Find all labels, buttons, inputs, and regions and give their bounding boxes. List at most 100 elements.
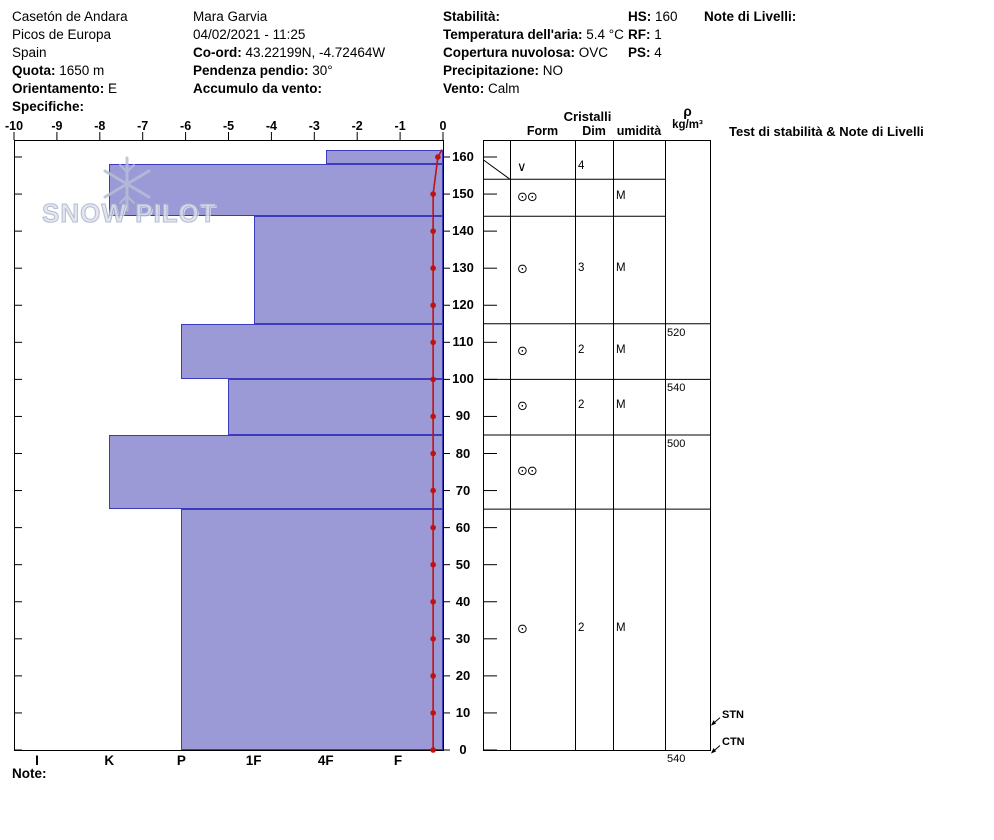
header-field: Mara Garvia — [193, 9, 268, 24]
table-divider-dim — [575, 140, 576, 750]
density-symbol-header: ρ — [683, 104, 692, 119]
depth-axis-label: 140 — [452, 223, 474, 239]
dim-column-header: Dim — [582, 124, 606, 138]
depth-axis-label: 130 — [452, 260, 474, 276]
grain-form-symbol: ⊙ — [517, 342, 528, 358]
header-field: Accumulo da vento: — [193, 81, 323, 96]
header-field: Copertura nuvolosa: OVC — [443, 45, 609, 60]
hardness-axis-label: P — [176, 753, 186, 768]
wetness-value: M — [616, 262, 626, 275]
density-value: 500 — [667, 437, 686, 450]
snow-layer-bar — [181, 323, 443, 380]
depth-axis-label: 10 — [455, 704, 471, 720]
header-field: Orientamento: E — [12, 81, 118, 96]
depth-axis-label: 100 — [452, 371, 474, 387]
grain-size-value: 2 — [578, 343, 585, 356]
wetness-value: M — [616, 189, 626, 202]
note-label: Note: — [12, 766, 47, 781]
header-field: Vento: Calm — [443, 81, 520, 96]
grain-form-symbol: ⊙ — [517, 261, 528, 277]
snowpilot-watermark: SNOW PILOT — [42, 156, 252, 236]
grain-form-symbol: ⊙⊙ — [517, 463, 538, 479]
wetness-value: M — [616, 399, 626, 412]
depth-axis-label: 50 — [455, 556, 471, 572]
header-field: PS: 4 — [628, 45, 662, 60]
temp-axis-label: -3 — [308, 119, 320, 133]
grain-size-value: 2 — [578, 399, 585, 412]
depth-axis-label: 70 — [455, 482, 471, 498]
header-field: Co-ord: 43.22199N, -4.72464W — [193, 45, 386, 60]
depth-axis-label: 60 — [455, 519, 471, 535]
density-value: 540 — [667, 753, 686, 765]
temp-axis-label: -1 — [394, 119, 406, 133]
depth-axis-label: 110 — [452, 334, 474, 350]
temp-axis-label: -8 — [94, 119, 106, 133]
snowflake-icon — [103, 156, 151, 212]
header-field: Pendenza pendio: 30° — [193, 63, 333, 78]
temp-axis-label: -9 — [51, 119, 63, 133]
snow-layer-bar — [109, 164, 443, 217]
wetness-value: M — [616, 621, 626, 634]
snow-layer-bar — [109, 434, 443, 510]
header-field: Temperatura dell'aria: 5.4 °C — [443, 27, 624, 42]
temp-axis-label: -6 — [180, 119, 192, 133]
header-field: Casetón de Andara — [12, 9, 128, 24]
header-field: Precipitazione: NO — [443, 63, 564, 78]
depth-axis-label: 90 — [455, 408, 471, 424]
depth-axis-label: 160 — [452, 149, 474, 164]
test-arrow-line — [711, 745, 721, 753]
hardness-axis-label: I — [35, 753, 39, 768]
snow-layer-bar — [253, 216, 443, 324]
crystal-table-frame — [483, 140, 711, 751]
header-field: 04/02/2021 - 11:25 — [193, 27, 306, 42]
depth-axis-label: 40 — [455, 593, 471, 609]
test-arrow-head — [711, 720, 716, 726]
density-unit-header: kg/m³ — [672, 119, 703, 131]
stability-tests-header: Test di stabilità & Note di Livelli — [729, 124, 924, 139]
header-field: Specifiche: — [12, 99, 85, 114]
grain-size-value: 3 — [578, 262, 585, 275]
test-arrow-line — [711, 717, 721, 726]
depth-axis-label: 80 — [455, 445, 471, 461]
header-field: Stabilità: — [443, 9, 501, 24]
temp-axis-label: -4 — [265, 119, 277, 133]
depth-axis-label: 150 — [452, 186, 474, 202]
grain-form-symbol: ∨ — [517, 159, 526, 175]
depth-axis-label: 30 — [455, 630, 471, 646]
table-divider-form — [510, 140, 511, 750]
test-arrow-head — [711, 747, 716, 754]
hardness-axis-label: F — [393, 753, 403, 768]
depth-axis-label: 20 — [455, 667, 471, 683]
header-field: Quota: 1650 m — [12, 63, 105, 78]
hardness-axis-label: 4F — [317, 753, 334, 768]
grain-size-value: 4 — [578, 160, 585, 173]
density-value: 520 — [667, 326, 686, 339]
wetness-value: M — [616, 343, 626, 356]
grain-form-symbol: ⊙ — [517, 620, 528, 636]
temp-axis-label: -7 — [137, 119, 149, 133]
temp-axis-label: -2 — [351, 119, 363, 133]
form-column-header: Form — [526, 124, 559, 138]
header-field: Picos de Europa — [12, 27, 112, 42]
watermark-text: SNOW PILOT — [42, 198, 217, 229]
wetness-column-header: umidità — [616, 124, 662, 138]
header-field: RF: 1 — [628, 27, 662, 42]
stability-test-result: STN — [722, 708, 744, 721]
table-divider-wetness — [613, 140, 614, 750]
depth-axis-label: 120 — [452, 297, 474, 313]
temp-axis-label: 0 — [439, 119, 447, 133]
temp-axis-label: -5 — [222, 119, 235, 133]
hardness-axis-label: K — [104, 753, 115, 768]
grain-size-value: 2 — [578, 621, 585, 634]
table-divider-density — [665, 140, 666, 750]
depth-axis-label: 0 — [459, 742, 467, 757]
grain-form-symbol: ⊙⊙ — [517, 188, 538, 204]
hardness-profile-plot-frame — [14, 140, 444, 751]
hardness-axis-label: 1F — [245, 753, 262, 768]
temp-axis-label: -10 — [4, 119, 24, 133]
header-field: Note di Livelli: — [704, 9, 797, 24]
header-field: HS: 160 — [628, 9, 678, 24]
grain-form-symbol: ⊙ — [517, 398, 528, 414]
snow-layer-bar — [228, 379, 443, 435]
stability-test-result: CTN — [722, 736, 745, 749]
